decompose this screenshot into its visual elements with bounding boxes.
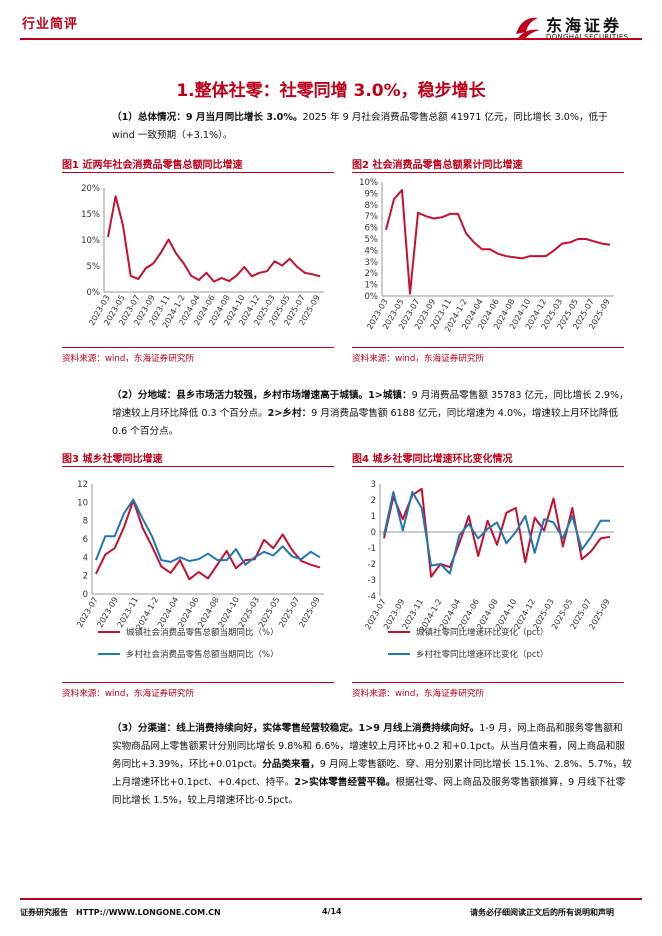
fig3-source-rule bbox=[62, 682, 334, 683]
y-tick-label: 12 bbox=[77, 480, 88, 490]
para3-offline-heading: 2>实体零售经营平稳。 bbox=[294, 777, 396, 788]
y-tick-label: 3 bbox=[371, 480, 376, 490]
para3-heading: （3）分渠道：线上消费持续向好，实体零售经营较稳定。1>9 月线上消费持续向好。 bbox=[112, 723, 480, 734]
fig1-source: 资料来源：wind，东海证券研究所 bbox=[62, 354, 195, 364]
legend-label: 乡村社会消费品零售总额当期同比（%） bbox=[126, 649, 279, 660]
para1-heading: （1）总体情况：9 月当月同比增长 3.0%。 bbox=[112, 112, 303, 123]
y-tick-label: 2% bbox=[365, 269, 379, 279]
y-tick-label: 10 bbox=[77, 498, 88, 508]
y-tick-label: 8% bbox=[365, 201, 379, 211]
y-tick-label: 4 bbox=[83, 553, 88, 563]
y-tick-label: 0% bbox=[87, 288, 101, 298]
paragraph-channel: （3）分渠道：线上消费持续向好，实体零售经营较稳定。1>9 月线上消费持续向好。… bbox=[112, 720, 632, 810]
paragraph-overall: （1）总体情况：9 月当月同比增长 3.0%。2025 年 9 月社会消费品零售… bbox=[112, 109, 632, 145]
fig1-caption: 图1 近两年社会消费品零售总额同比增速 bbox=[62, 160, 243, 171]
fig2-source: 资料来源：wind，东海证券研究所 bbox=[352, 354, 485, 364]
y-tick-label: -4 bbox=[368, 592, 376, 602]
y-tick-label: 4% bbox=[365, 246, 379, 256]
logo-text-en: DONGHAI SECURITIES bbox=[546, 33, 629, 41]
report-category: 行业简评 bbox=[22, 17, 79, 32]
section-title: 1.整体社零：社零同增 3.0%，稳步增长 bbox=[176, 81, 486, 101]
fig4-source-rule bbox=[352, 682, 624, 683]
fig1-chart: 0%5%10%15%20%2023-032023-052023-072023-0… bbox=[81, 184, 324, 329]
para3-offline-text: 根据社零、网上商品及服务零售额推算，9 月线下社零同比增长 1.5%，较上月增速… bbox=[112, 777, 626, 806]
page-number: 4/14 bbox=[322, 907, 342, 916]
y-tick-label: 20% bbox=[81, 184, 100, 194]
footer-website: 证券研究报告 HTTP://WWW.LONGONE.COM.CN bbox=[20, 908, 221, 917]
y-tick-label: 6 bbox=[83, 535, 88, 545]
y-tick-label: -2 bbox=[368, 560, 376, 570]
series-line bbox=[95, 498, 321, 566]
fig1-source-rule bbox=[62, 347, 334, 348]
series-line bbox=[383, 491, 610, 575]
y-tick-label: 5% bbox=[365, 235, 379, 245]
para3-online-text: 1-9 月，网上商品和服务零售额和实物商品网上零售额累计分别同比增长 9.8%和… bbox=[112, 723, 625, 770]
series-line bbox=[107, 195, 321, 283]
logo-text-cn: 东海证券 bbox=[546, 16, 623, 35]
y-tick-label: 8 bbox=[83, 517, 88, 527]
fig4-chart: -4-3-2-101232023-072023-092023-112024-1-… bbox=[363, 480, 614, 660]
para2-rural-heading: 2>乡村： bbox=[267, 408, 312, 419]
y-tick-label: 9% bbox=[365, 189, 379, 199]
y-tick-label: -1 bbox=[368, 544, 376, 554]
fig4-source: 资料来源：wind，东海证券研究所 bbox=[352, 689, 485, 699]
para2-urban-text: 9 月消费品零售额 35783 亿元，同比增长 2.9%，增速较上月环比降低 0… bbox=[112, 390, 629, 419]
fig4-top-rule bbox=[352, 466, 624, 467]
y-tick-label: 15% bbox=[81, 210, 100, 220]
logo-icon bbox=[516, 17, 540, 40]
para1-text: 2025 年 9 月社会消费品零售总额 41971 亿元，同比增长 3.0%，低… bbox=[112, 112, 608, 141]
legend-label: 城镇社会消费品零售总额当期同比（%） bbox=[126, 627, 279, 638]
y-tick-label: 0% bbox=[365, 292, 379, 302]
para3-category-heading: 分品类来看， bbox=[262, 759, 320, 770]
y-tick-label: 10% bbox=[81, 236, 100, 246]
para3-category-text: 9 月网上零售额吃、穿、用分别累计同比增长 15.1%、2.8%、5.7%，较上… bbox=[112, 759, 632, 788]
fig3-source: 资料来源：wind，东海证券研究所 bbox=[62, 689, 195, 699]
y-tick-label: 3% bbox=[365, 258, 379, 268]
y-tick-label: 10% bbox=[359, 178, 378, 188]
y-tick-label: 0 bbox=[371, 528, 376, 538]
series-line bbox=[385, 189, 611, 295]
paragraph-region: （2）分地域：县乡市场活力较强，乡村市场增速高于城镇。1>城镇：9 月消费品零售… bbox=[112, 387, 632, 441]
series-line bbox=[95, 499, 321, 581]
y-tick-label: 6% bbox=[365, 224, 379, 234]
fig2-caption: 图2 社会消费品零售总额累计同比增速 bbox=[352, 160, 523, 171]
fig3-caption: 图3 城乡社零同比增速 bbox=[62, 454, 163, 465]
y-tick-label: 0 bbox=[83, 590, 88, 600]
y-tick-label: 7% bbox=[365, 212, 379, 222]
fig3-top-rule bbox=[62, 466, 334, 467]
y-tick-label: 5% bbox=[87, 262, 101, 272]
y-tick-label: 2 bbox=[371, 496, 376, 506]
footer-disclaimer: 请务必仔细阅读正文后的所有说明和声明 bbox=[470, 908, 614, 917]
header-rule bbox=[20, 38, 642, 40]
para2-heading: （2）分地域：县乡市场活力较强，乡村市场增速高于城镇。1>城镇： bbox=[112, 390, 412, 401]
fig2-source-rule bbox=[352, 347, 624, 348]
legend-label: 城镇社零同比增速环比变化（pct） bbox=[416, 627, 548, 638]
y-tick-label: 1 bbox=[371, 512, 376, 522]
fig3-chart: 0246810122023-072023-092023-112024-1-220… bbox=[75, 480, 324, 660]
company-logo bbox=[512, 12, 542, 42]
y-tick-label: 2 bbox=[83, 572, 88, 582]
legend-label: 乡村社零同比增速环比变化（pct） bbox=[416, 649, 548, 660]
fig2-top-rule bbox=[352, 172, 624, 173]
y-tick-label: -3 bbox=[368, 576, 376, 586]
fig2-chart: 0%1%2%3%4%5%6%7%8%9%10%2023-032023-05202… bbox=[359, 178, 614, 333]
y-tick-label: 1% bbox=[365, 281, 379, 291]
footer-rule bbox=[20, 898, 642, 900]
para2-rural-text: 9 月消费品零售额 6188 亿元，同比增速为 4.0%，增速较上月环比降低 0… bbox=[112, 408, 619, 437]
fig4-caption: 图4 城乡社零同比增速环比变化情况 bbox=[352, 454, 513, 465]
fig1-top-rule bbox=[62, 172, 334, 173]
series-line bbox=[383, 487, 611, 578]
